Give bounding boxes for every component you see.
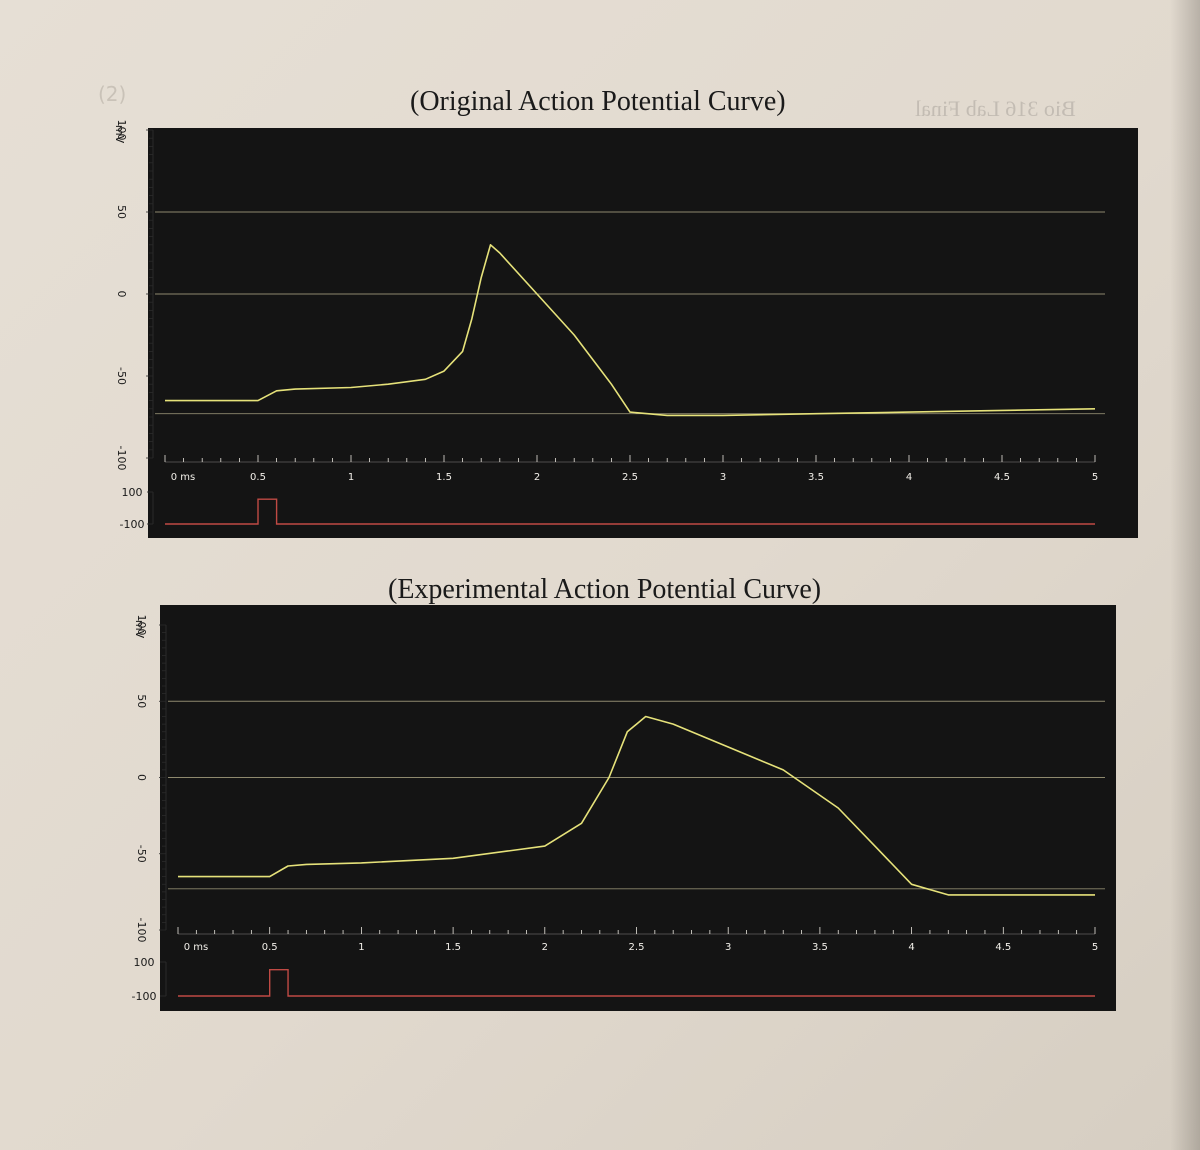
- voltage-trace: [178, 715, 1095, 896]
- y-tick-label: 100: [115, 120, 128, 141]
- y-tick-label: 50: [115, 205, 128, 219]
- x-tick-label: 0 ms: [171, 472, 196, 483]
- voltage-trace: [165, 244, 1096, 417]
- original-chart-panel: [148, 128, 1138, 538]
- y-tick-label: -50: [135, 845, 148, 863]
- y-tick-label: 50: [135, 694, 148, 708]
- experimental-chart-panel: [160, 605, 1116, 1011]
- x-tick-label: 2: [534, 472, 540, 483]
- x-tick-label: 5: [1092, 942, 1098, 953]
- y-axis-unit-label: mV: [133, 620, 146, 639]
- x-tick-label: 3.5: [812, 942, 828, 953]
- x-tick-label: 1.5: [445, 942, 461, 953]
- x-tick-label: 4.5: [994, 472, 1010, 483]
- page-number-mark: (2): [98, 82, 127, 106]
- top-chart-title: (Original Action Potential Curve): [410, 86, 786, 117]
- y-tick-label: 0: [135, 774, 148, 781]
- x-tick-label: 2.5: [629, 942, 645, 953]
- x-tick-label: 4: [908, 942, 914, 953]
- y-tick-label: -100: [115, 446, 128, 471]
- stimulus-tick-label: 100: [134, 956, 155, 969]
- x-tick-label: 4.5: [995, 942, 1011, 953]
- bottom-chart-title: (Experimental Action Potential Curve): [388, 574, 822, 605]
- stimulus-tick-label: -100: [120, 518, 145, 531]
- paper-edge-shadow: [1170, 0, 1200, 1150]
- stimulus-tick-label: -100: [132, 990, 157, 1003]
- x-tick-label: 0 ms: [184, 942, 209, 953]
- y-tick-label: -50: [115, 367, 128, 385]
- x-tick-label: 0.5: [250, 472, 266, 483]
- x-tick-label: 3: [725, 942, 731, 953]
- x-tick-label: 3.5: [808, 472, 824, 483]
- stimulus-trace: [165, 498, 1095, 525]
- y-tick-label: 0: [115, 291, 128, 298]
- x-tick-label: 1: [348, 472, 354, 483]
- y-tick-label: 100: [135, 615, 148, 636]
- x-tick-label: 2.5: [622, 472, 638, 483]
- x-tick-label: 4: [906, 472, 912, 483]
- x-tick-label: 1.5: [436, 472, 452, 483]
- x-tick-label: 5: [1092, 472, 1098, 483]
- stimulus-trace: [178, 968, 1095, 997]
- x-tick-label: 2: [542, 942, 548, 953]
- x-tick-label: 0.5: [262, 942, 278, 953]
- stimulus-tick-label: 100: [122, 486, 143, 499]
- x-tick-label: 1: [358, 942, 364, 953]
- x-tick-label: 3: [720, 472, 726, 483]
- y-axis-unit-label: mV: [113, 125, 126, 144]
- y-tick-label: -100: [135, 918, 148, 943]
